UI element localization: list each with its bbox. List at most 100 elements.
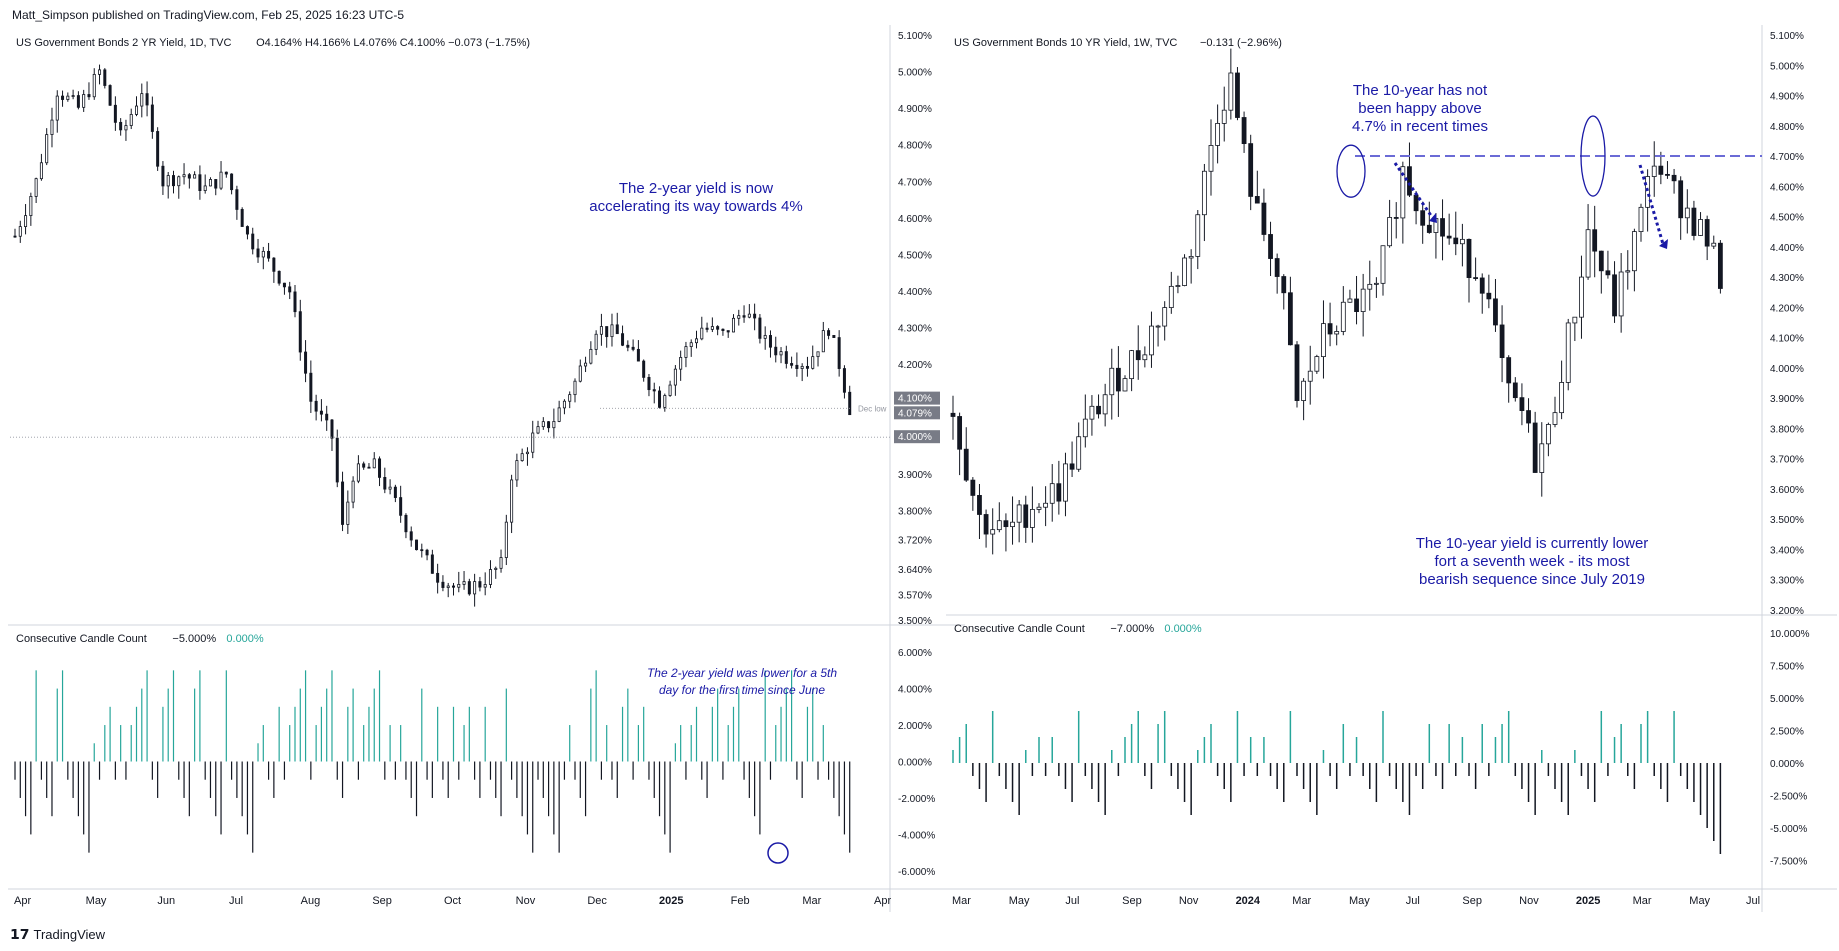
candle-body xyxy=(821,330,825,353)
candle-body xyxy=(1380,245,1386,284)
candle-body xyxy=(1625,270,1631,273)
candle-body xyxy=(145,93,149,106)
candle-body xyxy=(1168,285,1174,308)
candle-body xyxy=(832,335,836,338)
candle-body xyxy=(1393,217,1399,219)
indicator-tick-label: 4.000% xyxy=(898,685,932,696)
candle-body xyxy=(1426,224,1432,233)
annotation-text: accelerating its way towards 4% xyxy=(589,198,802,215)
candle-body xyxy=(341,481,345,525)
indicator-tick-label: -2.000% xyxy=(898,794,935,805)
candle-body xyxy=(1360,288,1366,313)
candle-body xyxy=(647,376,651,391)
candle-body xyxy=(1645,176,1651,208)
candle-body xyxy=(1605,270,1611,276)
indicator-tick-label: -7.500% xyxy=(1770,857,1807,868)
candle-body xyxy=(462,581,466,585)
candle-body xyxy=(626,344,630,348)
footer-brand[interactable]: 𝟭𝟳 TradingView xyxy=(10,926,105,943)
candle-body xyxy=(362,463,366,468)
candle-body xyxy=(1089,405,1095,420)
price-tag xyxy=(894,430,940,444)
candle-body xyxy=(203,185,207,191)
candle-body xyxy=(1023,504,1029,528)
candle-body xyxy=(1539,443,1545,473)
time-tick-label: Jul xyxy=(229,895,243,907)
candle-body xyxy=(1029,509,1035,528)
candle-body xyxy=(652,389,656,392)
indicator-value: −5.000% xyxy=(172,633,216,645)
candle-body xyxy=(1036,506,1042,510)
price-tick-label: 4.900% xyxy=(898,104,932,115)
candle-body xyxy=(494,567,498,570)
candle-body xyxy=(1691,207,1697,236)
candle-body xyxy=(557,407,561,422)
price-tick-label: 4.500% xyxy=(898,250,932,261)
price-tag-label: 4.100% xyxy=(898,394,932,405)
candle-body xyxy=(536,426,540,434)
candle-body xyxy=(230,173,234,191)
candle-body xyxy=(1016,504,1022,523)
candle-body xyxy=(584,362,588,367)
candle-body xyxy=(747,313,751,318)
candle-body xyxy=(1665,173,1670,176)
candle-body xyxy=(113,104,117,123)
price-tick-label: 4.400% xyxy=(1770,243,1804,254)
candle-body xyxy=(520,453,524,462)
candle-body xyxy=(737,315,741,319)
candle-body xyxy=(705,327,709,330)
time-tick-label: Aug xyxy=(301,895,321,907)
candle-body xyxy=(45,134,49,164)
price-tick-label: 4.800% xyxy=(1770,122,1804,133)
candle-body xyxy=(214,179,218,189)
candle-body xyxy=(568,394,572,402)
candle-body xyxy=(1479,277,1485,294)
candle-body xyxy=(1327,323,1333,335)
candle-body xyxy=(436,572,440,583)
down-arrow xyxy=(1393,162,1434,218)
candle-body xyxy=(346,501,350,525)
candle-body xyxy=(1301,380,1307,401)
candle-body xyxy=(1466,238,1472,278)
price-tick-label: 4.600% xyxy=(898,214,932,225)
candle-body xyxy=(784,351,788,364)
candle-body xyxy=(1658,165,1664,175)
down-arrow xyxy=(1638,164,1665,245)
time-tick-label: Jul xyxy=(1746,895,1760,907)
candle-body xyxy=(13,235,17,238)
candle-body xyxy=(457,583,461,588)
price-tag-label: 4.079% xyxy=(898,408,932,419)
candle-body xyxy=(1631,231,1637,272)
candle-body xyxy=(1129,350,1135,380)
price-tick-label: 3.400% xyxy=(1770,545,1804,556)
time-tick-label: May xyxy=(1689,895,1710,907)
candle-body xyxy=(87,94,91,98)
candle-body xyxy=(716,326,720,330)
candle-body xyxy=(1254,196,1260,204)
candle-body xyxy=(1307,370,1313,382)
candle-body xyxy=(663,395,667,408)
candle-body xyxy=(1287,292,1293,346)
candle-body xyxy=(970,479,976,496)
candle-body xyxy=(1149,325,1154,356)
candle-body xyxy=(996,520,1002,531)
candle-body xyxy=(34,178,38,197)
price-tick-label: 5.000% xyxy=(1770,61,1804,72)
price-tag xyxy=(894,406,940,420)
candle-body xyxy=(1519,397,1525,411)
candle-body xyxy=(1010,521,1015,528)
candle-body xyxy=(1552,412,1558,425)
candle-body xyxy=(990,529,996,535)
candle-body xyxy=(800,365,804,369)
candle-body xyxy=(129,114,133,126)
price-tick-label: 4.300% xyxy=(898,324,932,335)
time-tick-label: Mar xyxy=(802,895,821,907)
candle-body xyxy=(483,584,487,588)
candle-body xyxy=(161,165,165,187)
indicator-tick-label: -4.000% xyxy=(898,830,935,841)
candle-body xyxy=(399,497,403,516)
candle-body xyxy=(1043,502,1049,508)
candle-body xyxy=(55,95,59,121)
candle-body xyxy=(1340,301,1346,332)
